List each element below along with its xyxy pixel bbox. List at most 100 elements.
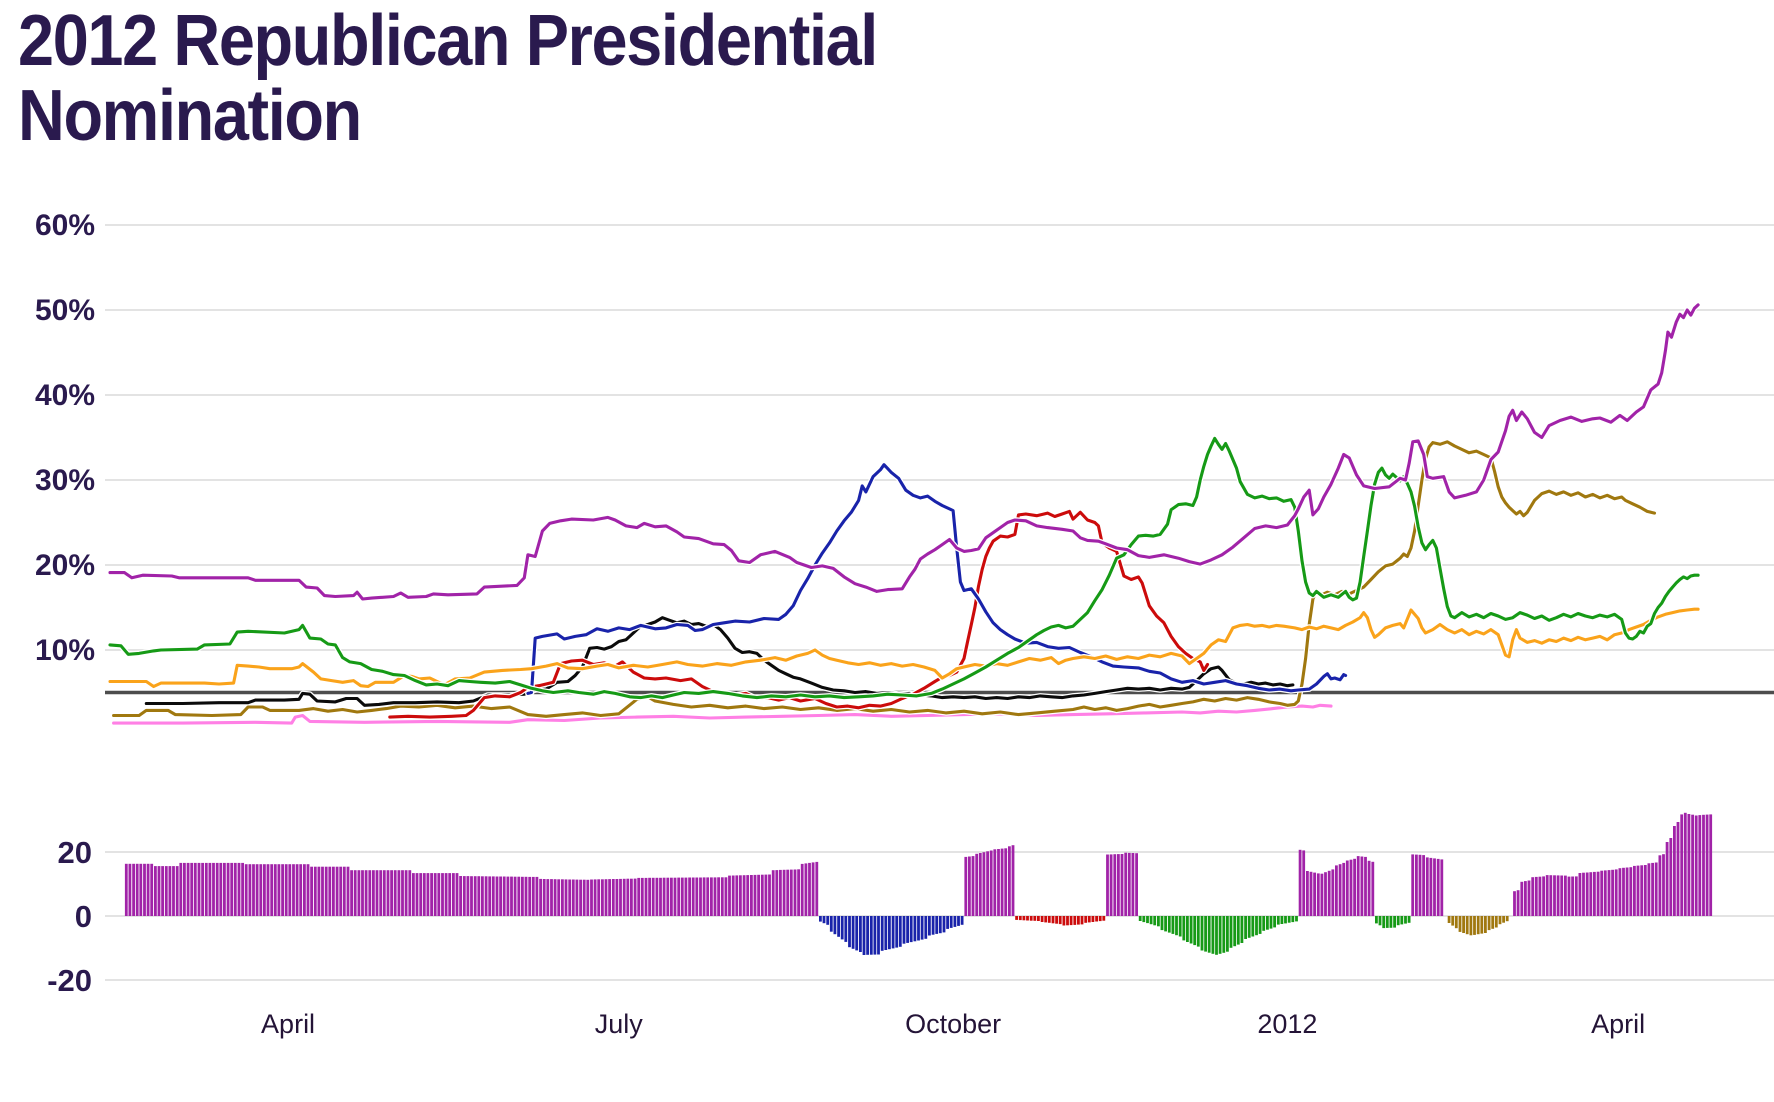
margin-bar bbox=[539, 878, 542, 916]
margin-bar bbox=[655, 877, 659, 916]
margin-bar bbox=[651, 877, 655, 916]
margin-bar bbox=[1629, 867, 1633, 916]
margin-bar bbox=[1356, 856, 1360, 916]
margin-bar bbox=[1433, 858, 1436, 916]
margin-bar bbox=[473, 876, 477, 916]
margin-bar bbox=[1178, 916, 1182, 937]
margin-bar bbox=[800, 863, 804, 916]
margin-bar bbox=[1251, 916, 1255, 937]
margin-bar bbox=[873, 916, 877, 955]
margin-bar bbox=[299, 864, 303, 916]
margin-bar bbox=[764, 874, 768, 916]
margin-bar bbox=[1091, 916, 1095, 922]
line-series-romney bbox=[107, 302, 1701, 602]
margin-bar bbox=[728, 875, 731, 916]
margin-bar bbox=[1266, 916, 1269, 930]
margin-bar bbox=[408, 870, 412, 916]
margin-bar bbox=[720, 877, 724, 916]
margin-bar bbox=[702, 877, 706, 916]
margin-bar bbox=[241, 862, 244, 916]
margin-bar bbox=[680, 877, 684, 916]
margin-bar bbox=[1643, 865, 1647, 916]
margin-bar bbox=[219, 862, 223, 916]
margin-bar bbox=[804, 863, 808, 916]
margin-bar bbox=[793, 869, 797, 916]
margin-bar bbox=[1396, 916, 1400, 926]
margin-bar bbox=[1480, 916, 1484, 934]
margin-bar bbox=[1564, 875, 1567, 916]
margin-bar bbox=[164, 866, 168, 916]
margin-bar bbox=[946, 916, 949, 929]
margin-bar bbox=[1614, 869, 1618, 916]
margin-bar bbox=[982, 852, 986, 916]
margin-bar bbox=[1494, 916, 1498, 928]
margin-bar bbox=[1589, 872, 1593, 916]
margin-bar bbox=[1026, 916, 1029, 921]
margin-bar bbox=[575, 879, 579, 916]
margin-bar bbox=[1084, 916, 1088, 923]
margin-bar bbox=[1240, 916, 1244, 943]
margin-bar bbox=[659, 877, 662, 916]
margin-bar bbox=[902, 916, 906, 944]
margin-bar bbox=[968, 856, 971, 916]
margin-bar bbox=[851, 916, 855, 949]
margin-bar bbox=[1324, 872, 1327, 916]
y-axis-tick-label: 40% bbox=[35, 379, 95, 412]
y-axis-tick-label: 0 bbox=[75, 899, 92, 934]
margin-bar bbox=[866, 916, 869, 955]
margin-bar bbox=[550, 879, 553, 916]
margin-bar bbox=[1542, 876, 1545, 916]
margin-bar bbox=[920, 916, 924, 940]
margin-bar bbox=[750, 875, 753, 916]
margin-bar bbox=[223, 862, 226, 916]
line-series-huntsman bbox=[110, 702, 1334, 726]
margin-bar bbox=[1531, 877, 1535, 916]
margin-bar bbox=[633, 878, 637, 916]
margin-bar bbox=[637, 877, 641, 916]
margin-bar bbox=[528, 876, 532, 916]
margin-bar bbox=[1087, 916, 1091, 923]
margin-bar bbox=[1320, 873, 1324, 916]
margin-bar bbox=[324, 866, 328, 916]
margin-bar bbox=[1622, 867, 1625, 916]
margin-bar bbox=[760, 874, 764, 916]
x-axis-tick-label: July bbox=[595, 1009, 644, 1039]
margin-bar bbox=[441, 873, 444, 916]
lead-margin-bars bbox=[124, 812, 1713, 955]
margin-bar bbox=[150, 863, 154, 916]
margin-bar bbox=[1306, 871, 1309, 916]
margin-bar bbox=[1436, 858, 1440, 916]
margin-bar bbox=[662, 877, 666, 916]
x-axis-tick-label: 2012 bbox=[1257, 1009, 1317, 1039]
margin-bar bbox=[506, 876, 510, 916]
margin-bar bbox=[266, 864, 270, 916]
margin-bar bbox=[1037, 916, 1040, 921]
margin-bar bbox=[1211, 916, 1215, 954]
margin-bar bbox=[542, 879, 546, 916]
margin-bar bbox=[1287, 916, 1291, 923]
margin-bar bbox=[1429, 857, 1433, 916]
margin-bar bbox=[1400, 916, 1404, 925]
margin-bar bbox=[1596, 871, 1600, 916]
margin-bar bbox=[1077, 916, 1080, 925]
margin-bar bbox=[1258, 916, 1262, 934]
margin-bar bbox=[1182, 916, 1186, 941]
margin-bar bbox=[1371, 861, 1375, 916]
margin-bar bbox=[1447, 916, 1451, 923]
margin-bar bbox=[1244, 916, 1247, 939]
margin-bar bbox=[132, 863, 135, 916]
margin-bar bbox=[1603, 870, 1607, 916]
margin-bar bbox=[1342, 862, 1346, 916]
margin-bar bbox=[808, 862, 811, 916]
margin-bar bbox=[1585, 872, 1589, 916]
margin-bar bbox=[811, 862, 815, 916]
margin-bar bbox=[154, 866, 157, 916]
margin-bar bbox=[1204, 916, 1207, 952]
margin-bar bbox=[459, 876, 462, 916]
margin-bar bbox=[775, 870, 779, 916]
margin-bar bbox=[172, 866, 175, 916]
margin-bar bbox=[466, 876, 470, 916]
margin-bar bbox=[1004, 848, 1008, 916]
margin-bar bbox=[339, 866, 343, 916]
margin-bar bbox=[1473, 916, 1476, 935]
